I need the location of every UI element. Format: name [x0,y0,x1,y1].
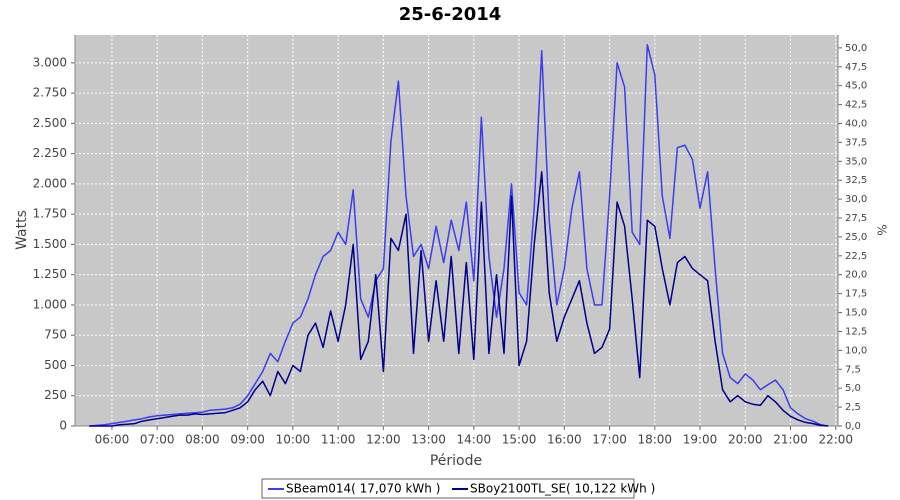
x-tick-label: 12:00 [366,433,401,447]
x-tick-label: 17:00 [592,433,627,447]
x-tick-label: 14:00 [457,433,492,447]
y2-tick-label: 40,0 [845,118,867,129]
y-tick-label: 1.000 [33,297,67,311]
y2-tick-label: 20,0 [845,270,867,281]
y2-tick-label: 42,5 [845,100,867,111]
y-tick-label: 2.500 [33,116,67,130]
x-tick-label: 20:00 [728,433,763,447]
x-tick-label: 10:00 [276,433,311,447]
x-tick-label: 11:00 [321,433,356,447]
y-tick-label: 250 [44,388,67,402]
y2-tick-label: 0,0 [845,421,861,432]
y2-tick-label: 25,0 [845,232,867,243]
y2-tick-label: 12,5 [845,326,867,337]
y2-tick-label: 22,5 [845,251,867,262]
y-tick-label: 1.250 [33,267,67,281]
x-tick-label: 08:00 [185,433,220,447]
y2-tick-label: 17,5 [845,289,867,300]
x-tick-label: 13:00 [411,433,446,447]
y-tick-label: 1.500 [33,237,67,251]
y2-tick-label: 37,5 [845,137,867,148]
y-tick-label: 2.000 [33,176,67,190]
x-tick-label: 18:00 [637,433,672,447]
y2-tick-label: 7,5 [845,364,861,375]
y-tick-label: 2.250 [33,146,67,160]
y2-tick-label: 35,0 [845,156,867,167]
y2-tick-label: 30,0 [845,194,867,205]
y-tick-label: 3.000 [33,55,67,69]
y2-tick-label: 15,0 [845,308,867,319]
x-tick-label: 19:00 [683,433,718,447]
y-tick-label: 750 [44,328,67,342]
x-tick-label: 09:00 [230,433,265,447]
y2-tick-label: 45,0 [845,81,867,92]
x-tick-label: 21:00 [773,433,808,447]
y2-tick-label: 47,5 [845,62,867,73]
chart-title: 25-6-2014 [399,4,502,25]
legend [261,478,635,499]
x-tick-label: 22:00 [818,433,853,447]
x-tick-label: 06:00 [95,433,130,447]
legend-label: SBeam014( 17,070 kWh ) [286,482,440,496]
x-tick-label: 16:00 [547,433,582,447]
y2-tick-label: 5,0 [845,383,861,394]
x-axis-label: Période [430,453,482,469]
y2-tick-label: 10,0 [845,345,867,356]
y2-tick-label: 27,5 [845,213,867,224]
y2-tick-label: 50,0 [845,43,867,54]
series-line [89,43,829,427]
series-line [89,171,829,427]
y-axis-label: Watts [14,210,30,250]
legend-label: SBoy2100TL_SE( 10,122 kWh ) [470,482,655,496]
plot-area [75,35,838,426]
y2-axis-label: % [875,224,889,235]
y-tick-label: 1.750 [33,207,67,221]
y-tick-label: 2.750 [33,86,67,100]
y-tick-label: 500 [44,358,67,372]
x-tick-label: 15:00 [502,433,537,447]
x-tick-label: 07:00 [140,433,175,447]
y-tick-label: 0 [59,419,67,433]
y2-tick-label: 32,5 [845,175,867,186]
y2-tick-label: 2,5 [845,402,861,413]
